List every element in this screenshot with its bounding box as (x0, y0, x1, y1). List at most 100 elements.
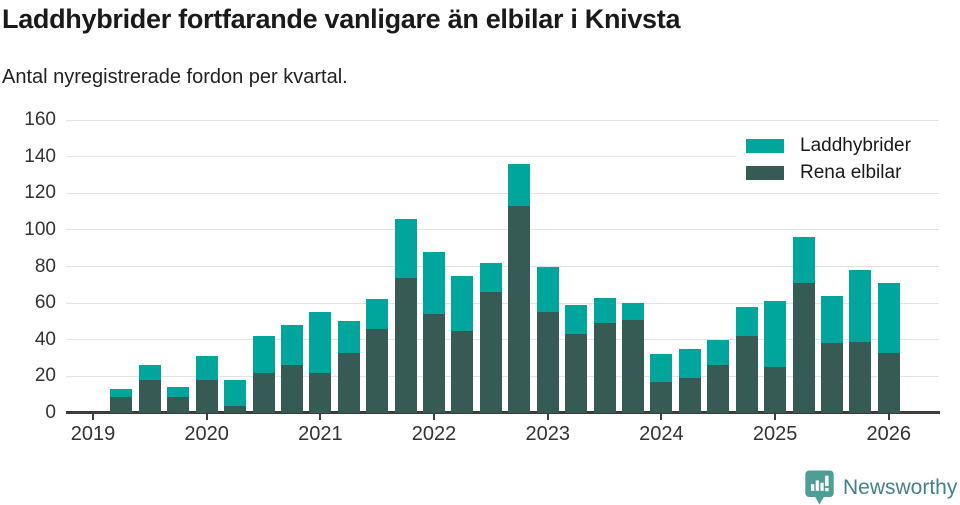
y-tick-label: 40 (34, 328, 56, 350)
bar-segment-rena-elbilar (536, 312, 559, 413)
gridline (66, 375, 939, 377)
x-tick (433, 414, 436, 420)
bar-segment-rena-elbilar (820, 343, 843, 413)
gridline (66, 302, 939, 304)
bar-segment-laddhybrider (309, 312, 332, 373)
y-tick-label: 140 (24, 145, 56, 167)
bar-segment-laddhybrider (337, 321, 360, 353)
gridline (66, 229, 939, 231)
bar-segment-rena-elbilar (110, 396, 133, 413)
chart-legend: Laddhybrider Rena elbilar (736, 128, 942, 190)
bar-segment-rena-elbilar (423, 314, 446, 413)
bar-segment-rena-elbilar (593, 323, 616, 413)
bar-segment-rena-elbilar (337, 352, 360, 413)
bar-segment-laddhybrider (423, 251, 446, 315)
bar-segment-rena-elbilar (792, 282, 815, 413)
bar-segment-rena-elbilar (451, 330, 474, 413)
x-tick (205, 414, 208, 420)
newsworthy-wordmark: Newsworthy (843, 475, 958, 499)
bar-segment-laddhybrider (792, 237, 815, 283)
bar-segment-rena-elbilar (280, 365, 303, 413)
bar-segment-rena-elbilar (650, 381, 673, 413)
bar-segment-laddhybrider (451, 275, 474, 331)
bar-segment-laddhybrider (110, 389, 133, 397)
y-tick-label: 80 (34, 255, 56, 277)
gridline (66, 156, 939, 158)
y-tick-label: 100 (24, 218, 56, 240)
gridline (66, 192, 939, 194)
bar-segment-laddhybrider (167, 387, 190, 397)
bar-segment-laddhybrider (252, 336, 275, 373)
x-tick (660, 414, 663, 420)
newsworthy-icon (805, 470, 834, 505)
bar-segment-laddhybrider (764, 301, 787, 368)
bar-segment-rena-elbilar (167, 396, 190, 413)
bar-segment-rena-elbilar (735, 336, 758, 413)
bar-segment-rena-elbilar (309, 372, 332, 413)
x-tick-label: 2022 (411, 423, 457, 445)
bar-segment-rena-elbilar (849, 341, 872, 413)
bar-segment-rena-elbilar (707, 365, 730, 413)
bar-segment-laddhybrider (195, 356, 218, 381)
bar-segment-rena-elbilar (252, 372, 275, 413)
x-tick (887, 414, 890, 420)
page-subtitle: Antal nyregistrerade fordon per kvartal. (2, 66, 348, 88)
bar-segment-rena-elbilar (479, 292, 502, 413)
bar-segment-laddhybrider (849, 270, 872, 342)
bar-segment-rena-elbilar (621, 319, 644, 413)
x-tick-label: 2026 (866, 423, 912, 445)
bar-segment-laddhybrider (224, 380, 247, 406)
bar-segment-laddhybrider (366, 299, 389, 329)
bar-segment-laddhybrider (820, 295, 843, 344)
legend-item-rena-elbilar: Rena elbilar (746, 159, 942, 186)
bar-segment-laddhybrider (394, 218, 417, 278)
legend-label: Rena elbilar (800, 161, 902, 183)
gridline (66, 119, 939, 121)
bar-segment-laddhybrider (479, 262, 502, 293)
bar-segment-rena-elbilar (508, 206, 531, 413)
bar-segment-rena-elbilar (764, 367, 787, 413)
x-axis-line (66, 411, 940, 414)
x-tick-label: 2023 (525, 423, 570, 445)
bar-segment-laddhybrider (138, 365, 161, 381)
x-tick-label: 2019 (70, 423, 116, 445)
bar-segment-laddhybrider (707, 339, 730, 366)
x-tick (546, 414, 549, 420)
x-tick-label: 2025 (752, 423, 798, 445)
x-tick-label: 2024 (639, 423, 684, 445)
x-tick (774, 414, 777, 420)
bar-segment-laddhybrider (508, 163, 531, 207)
bar-segment-rena-elbilar (366, 328, 389, 413)
y-tick-label: 120 (24, 182, 56, 204)
y-tick-label: 160 (24, 109, 56, 130)
legend-swatch-laddhybrider (746, 138, 784, 153)
bar-segment-rena-elbilar (678, 378, 701, 413)
bar-segment-laddhybrider (565, 304, 588, 335)
gridline (66, 339, 939, 341)
bar-segment-laddhybrider (593, 297, 616, 324)
legend-label: Laddhybrider (800, 134, 911, 156)
x-tick-label: 2020 (184, 423, 229, 445)
legend-swatch-rena-elbilar (746, 165, 784, 180)
page-title: Laddhybrider fortfarande vanligare än el… (2, 4, 681, 34)
bar-segment-rena-elbilar (138, 380, 161, 413)
bar-segment-rena-elbilar (877, 352, 900, 413)
bar-segment-rena-elbilar (224, 405, 247, 413)
x-tick (319, 414, 322, 420)
y-tick-label: 20 (34, 365, 56, 387)
x-tick (92, 414, 94, 420)
legend-item-laddhybrider: Laddhybrider (746, 132, 942, 159)
y-tick-label: 60 (34, 292, 56, 314)
bar-segment-laddhybrider (650, 354, 673, 382)
x-tick-label: 2021 (298, 423, 343, 445)
bar-segment-laddhybrider (877, 283, 900, 353)
bar-segment-laddhybrider (280, 325, 303, 366)
newsworthy-logo: Newsworthy (804, 470, 957, 505)
bar-segment-rena-elbilar (565, 334, 588, 413)
bar-segment-rena-elbilar (394, 277, 417, 413)
bar-segment-laddhybrider (536, 266, 559, 313)
bar-segment-rena-elbilar (195, 380, 218, 413)
gridline (66, 266, 939, 267)
bar-segment-laddhybrider (678, 348, 701, 379)
